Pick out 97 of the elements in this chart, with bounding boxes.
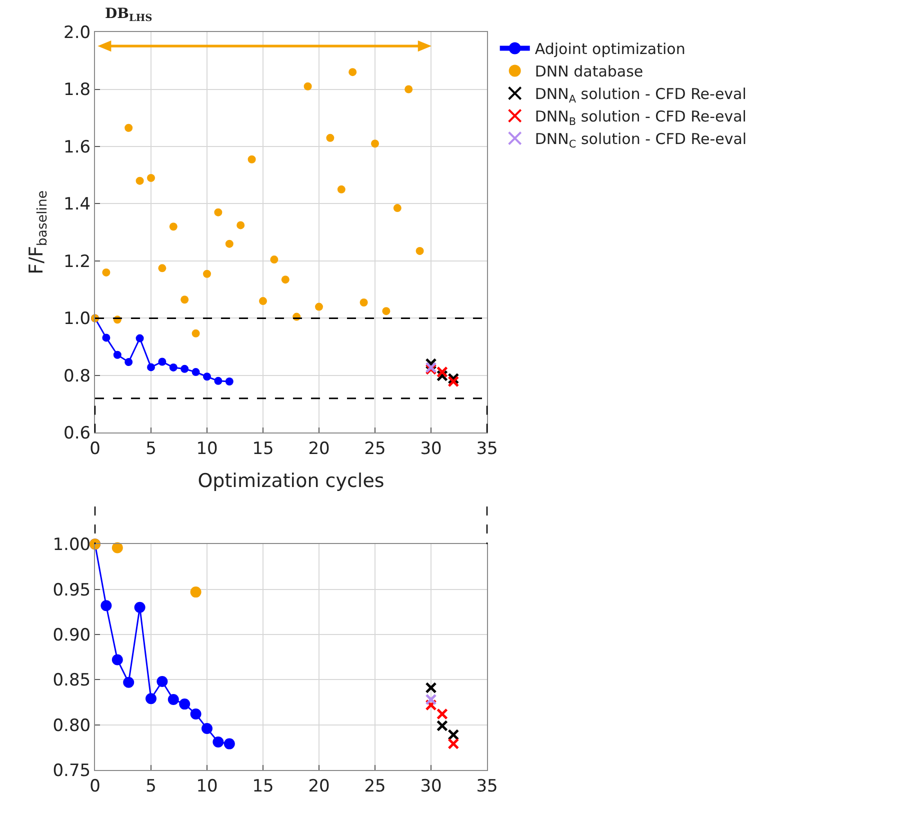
point (102, 334, 110, 342)
point (236, 221, 245, 230)
text: DB$_{LHS}$ (105, 6, 152, 24)
point (136, 176, 144, 185)
y-tick-label: 1.2 (64, 252, 91, 272)
point (180, 296, 189, 304)
point (100, 600, 112, 612)
point (203, 270, 211, 278)
y-tick-label: 1.0 (64, 309, 91, 330)
point (113, 350, 122, 359)
point (404, 85, 413, 94)
point (371, 140, 379, 148)
point (448, 376, 460, 388)
x-tick-label: 20 (308, 439, 330, 460)
x-tick-label: 15 (252, 439, 274, 460)
point (214, 376, 222, 385)
point (169, 222, 178, 231)
point (416, 246, 424, 255)
point (168, 694, 179, 706)
point (112, 654, 123, 666)
point (169, 363, 178, 372)
point (214, 208, 222, 216)
y-tick-label: 1.00 (52, 535, 91, 556)
point (123, 676, 134, 688)
point (192, 368, 200, 376)
point (436, 708, 448, 720)
point (102, 268, 110, 276)
x-tick-label: 0 (90, 776, 100, 796)
legend-label: Adjoint optimization (534, 40, 686, 58)
point (393, 204, 402, 212)
point (225, 378, 234, 386)
x-tick-label: 30 (420, 776, 442, 796)
y-tick-label: 0.85 (52, 670, 91, 691)
point (448, 738, 460, 750)
point (179, 698, 190, 710)
point (224, 738, 235, 750)
y-tick-label: 0.90 (52, 625, 91, 646)
y-tick-label: 1.4 (64, 194, 91, 215)
point (281, 276, 290, 284)
point (326, 134, 334, 142)
point (180, 364, 189, 373)
x-tick-label: 35 (476, 776, 498, 796)
y-tick-label: 2.0 (64, 22, 91, 43)
point (190, 708, 202, 720)
point (147, 174, 155, 182)
x-tick-label: 5 (146, 439, 156, 460)
point (304, 82, 312, 90)
x-tick-label: 25 (364, 439, 386, 460)
x-tick-label: 5 (146, 776, 156, 796)
point (382, 307, 390, 316)
y-tick-label: 1.6 (64, 137, 91, 158)
x-tick-label: 20 (308, 776, 330, 796)
point (136, 334, 144, 342)
x-tick-label: 10 (196, 776, 218, 796)
point (156, 676, 168, 687)
y-tick-label: 0.80 (52, 716, 91, 736)
point (225, 240, 234, 248)
legend-label: DNN$_{B}$ solution - CFD Re-eval (534, 108, 746, 128)
point (192, 329, 200, 338)
legend-label: DNN$_{A}$ solution - CFD Re-eval (534, 85, 746, 106)
y-tick-label: 0.95 (52, 580, 91, 600)
point (270, 256, 278, 264)
point (348, 68, 357, 76)
point (146, 693, 156, 704)
point (203, 372, 211, 381)
y-tick-label: 0.6 (64, 424, 91, 444)
point (124, 358, 133, 366)
x-tick-label: 0 (90, 439, 100, 460)
y-tick-label: 0.75 (52, 760, 91, 781)
x-axis-title: Optimization cycles (198, 470, 384, 492)
point (158, 358, 166, 366)
x-tick-label: 35 (476, 439, 498, 460)
y-tick-label: 1.8 (64, 80, 91, 100)
point (425, 682, 437, 694)
x-tick-label: 25 (364, 776, 386, 796)
x-tick-label: 30 (420, 439, 442, 460)
point (448, 729, 460, 741)
point (212, 736, 224, 748)
point (425, 694, 437, 706)
x-tick-label: 15 (252, 776, 274, 796)
point (134, 602, 146, 613)
y-tick-label: 0.8 (64, 366, 91, 386)
point (147, 363, 155, 372)
point (337, 185, 346, 194)
point (158, 264, 166, 272)
point (436, 720, 448, 732)
point (315, 302, 323, 311)
point (360, 298, 368, 306)
legend-label: DNN database (534, 62, 644, 81)
point (124, 124, 133, 132)
point (190, 586, 202, 598)
point (248, 155, 256, 164)
point (112, 542, 123, 554)
point (259, 297, 267, 306)
x-tick-label: 10 (196, 439, 218, 460)
legend-label: DNN$_{C}$ solution - CFD Re-eval (534, 130, 747, 150)
point (202, 722, 212, 734)
